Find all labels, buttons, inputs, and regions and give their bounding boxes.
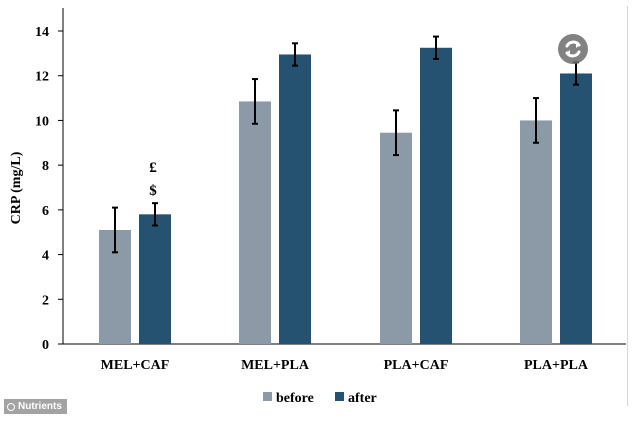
nutrients-logo-icon xyxy=(7,402,15,411)
legend-swatch-after xyxy=(335,392,344,401)
error-bar xyxy=(292,42,298,67)
x-tick-label: MEL+CAF xyxy=(101,358,170,373)
significance-marker: $ xyxy=(149,183,157,199)
error-bar xyxy=(152,202,158,227)
significance-marker: £ xyxy=(149,160,157,176)
y-tick-label: 4 xyxy=(42,249,49,264)
legend-swatch-before xyxy=(263,392,272,401)
nutrients-watermark: Nutrients xyxy=(4,399,67,414)
refresh-icon[interactable] xyxy=(558,34,588,64)
bar-after xyxy=(420,47,452,345)
y-tick-label: 14 xyxy=(35,25,49,40)
legend-label-after: after xyxy=(348,391,377,406)
error-bar xyxy=(393,109,399,157)
bar-after xyxy=(279,54,311,344)
y-tick-label: 2 xyxy=(42,293,49,308)
y-tick-label: 12 xyxy=(35,70,49,85)
y-tick-label: 0 xyxy=(42,338,49,353)
error-bar xyxy=(533,97,539,144)
bar-after xyxy=(560,73,592,344)
bar-before xyxy=(380,132,412,344)
frame-border xyxy=(627,6,628,406)
x-tick-label: PLA+PLA xyxy=(524,358,589,373)
error-bar xyxy=(112,206,118,254)
y-axis-label: CRP (mg/L) xyxy=(9,151,24,224)
bar-before xyxy=(239,101,271,344)
legend-label-before: before xyxy=(276,391,314,406)
y-tick-label: 10 xyxy=(35,114,49,129)
y-tick-label: 6 xyxy=(42,204,49,219)
y-tick-label: 8 xyxy=(42,159,49,174)
x-tick-label: MEL+PLA xyxy=(241,358,310,373)
error-bar xyxy=(433,35,439,60)
x-tick-label: PLA+CAF xyxy=(384,358,449,373)
bar-after xyxy=(139,214,171,344)
error-bar xyxy=(252,78,258,125)
bar-before xyxy=(520,120,552,344)
watermark-text: Nutrients xyxy=(18,401,62,412)
